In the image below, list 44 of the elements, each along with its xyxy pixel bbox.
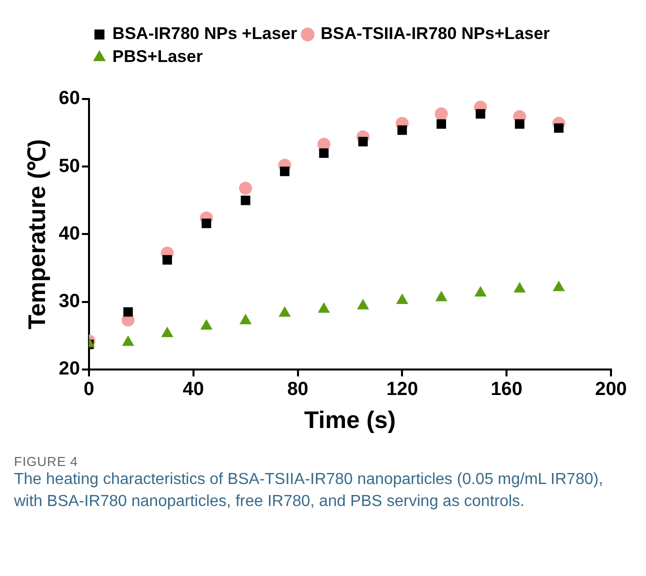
- y-tick-label: 40: [58, 223, 80, 244]
- legend-label: BSA-IR780 NPs +Laser: [112, 24, 298, 44]
- point: [553, 281, 564, 292]
- point: [162, 255, 172, 265]
- y-tick-label: 20: [58, 358, 80, 380]
- point: [554, 123, 564, 133]
- point: [123, 307, 133, 317]
- point: [357, 299, 369, 310]
- legend-label: PBS+Laser: [112, 47, 204, 66]
- point: [396, 294, 408, 304]
- x-tick-label: 0: [84, 379, 94, 400]
- point: [436, 119, 446, 129]
- point: [202, 218, 212, 228]
- point: [279, 306, 290, 317]
- y-tick-label: 50: [58, 156, 80, 177]
- point: [318, 302, 330, 313]
- x-tick-label: 120: [386, 379, 418, 400]
- x-tick-label: 160: [490, 379, 522, 400]
- x-axis-title: Time (s): [304, 407, 396, 434]
- point: [162, 327, 173, 338]
- point: [240, 314, 252, 324]
- caption: FIGURE 4: [14, 454, 79, 469]
- point: [200, 320, 212, 330]
- text: The heating characteristics of BSA-TSIIA-IR780 nanoparticles (0.05 mg/mL IR780), with BSA-IR780 nanoparticles, free IR780, and PBS serving as controls.: [14, 470, 604, 512]
- point: [514, 282, 526, 292]
- point: [514, 119, 524, 129]
- x-tick-label: 200: [595, 379, 627, 400]
- point: [319, 148, 329, 158]
- point: [434, 107, 448, 120]
- point: [397, 125, 407, 135]
- point: [122, 336, 134, 346]
- point: [436, 291, 448, 302]
- x-tick-label: 40: [182, 379, 204, 400]
- point: [476, 109, 486, 119]
- y-tick-label: 60: [58, 88, 80, 110]
- y-tick-label: 30: [58, 291, 80, 312]
- y-axis-title: Temperature (℃): [24, 139, 52, 330]
- legend-label: BSA-TSIIA-IR780 NPs+Laser: [320, 24, 550, 44]
- point: [239, 182, 252, 195]
- point: [280, 166, 290, 176]
- point: [358, 136, 368, 146]
- point: [240, 196, 250, 206]
- x-tick-label: 80: [287, 379, 308, 400]
- point: [474, 286, 486, 297]
